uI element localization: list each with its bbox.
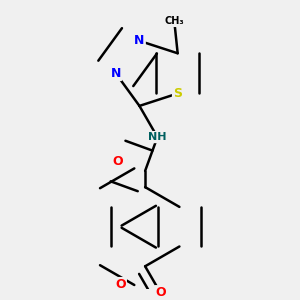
Text: N: N [111, 67, 121, 80]
Text: N: N [134, 34, 145, 47]
Text: O: O [115, 278, 126, 291]
Text: S: S [173, 87, 182, 100]
Text: O: O [113, 154, 123, 168]
Text: O: O [155, 286, 166, 299]
Text: NH: NH [148, 132, 167, 142]
Text: CH₃: CH₃ [164, 16, 184, 26]
